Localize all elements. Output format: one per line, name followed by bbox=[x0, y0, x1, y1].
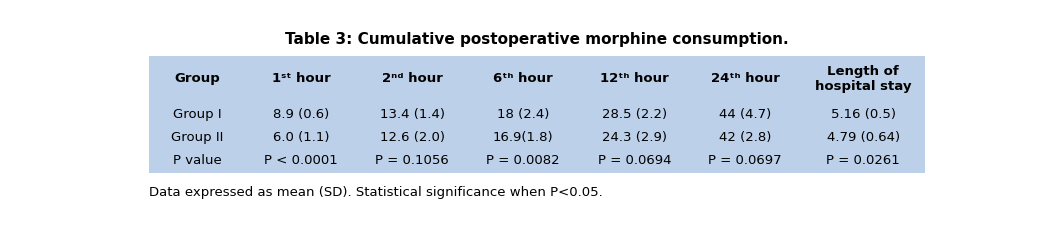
Text: P value: P value bbox=[173, 154, 221, 167]
Text: Group II: Group II bbox=[171, 131, 223, 144]
Text: P = 0.0082: P = 0.0082 bbox=[486, 154, 560, 167]
Text: 28.5 (2.2): 28.5 (2.2) bbox=[602, 108, 667, 121]
Text: P < 0.0001: P < 0.0001 bbox=[264, 154, 339, 167]
Text: 42 (2.8): 42 (2.8) bbox=[719, 131, 771, 144]
Text: 6.0 (1.1): 6.0 (1.1) bbox=[272, 131, 329, 144]
Text: 4.79 (0.64): 4.79 (0.64) bbox=[827, 131, 899, 144]
Text: 8.9 (0.6): 8.9 (0.6) bbox=[274, 108, 329, 121]
Text: 16.9(1.8): 16.9(1.8) bbox=[493, 131, 553, 144]
Text: 24.3 (2.9): 24.3 (2.9) bbox=[602, 131, 667, 144]
Text: 18 (2.4): 18 (2.4) bbox=[497, 108, 549, 121]
Text: Table 3: Cumulative postoperative morphine consumption.: Table 3: Cumulative postoperative morphi… bbox=[285, 32, 789, 47]
Text: 12ᵗʰ hour: 12ᵗʰ hour bbox=[599, 72, 669, 86]
Text: 44 (4.7): 44 (4.7) bbox=[719, 108, 771, 121]
Text: 6ᵗʰ hour: 6ᵗʰ hour bbox=[494, 72, 553, 86]
Text: Data expressed as mean (SD). Statistical significance when P<0.05.: Data expressed as mean (SD). Statistical… bbox=[149, 186, 603, 198]
Text: 2ⁿᵈ hour: 2ⁿᵈ hour bbox=[381, 72, 442, 86]
Text: Group I: Group I bbox=[173, 108, 221, 121]
Text: P = 0.0261: P = 0.0261 bbox=[826, 154, 900, 167]
Text: 5.16 (0.5): 5.16 (0.5) bbox=[831, 108, 896, 121]
Text: Group: Group bbox=[174, 72, 220, 86]
Text: P = 0.1056: P = 0.1056 bbox=[375, 154, 449, 167]
Text: 1ˢᵗ hour: 1ˢᵗ hour bbox=[271, 72, 330, 86]
Text: P = 0.0697: P = 0.0697 bbox=[708, 154, 782, 167]
Text: P = 0.0694: P = 0.0694 bbox=[597, 154, 671, 167]
Text: 13.4 (1.4): 13.4 (1.4) bbox=[379, 108, 444, 121]
Text: 12.6 (2.0): 12.6 (2.0) bbox=[379, 131, 444, 144]
Text: Length of
hospital stay: Length of hospital stay bbox=[815, 65, 912, 93]
FancyBboxPatch shape bbox=[149, 56, 925, 173]
Text: 24ᵗʰ hour: 24ᵗʰ hour bbox=[711, 72, 780, 86]
